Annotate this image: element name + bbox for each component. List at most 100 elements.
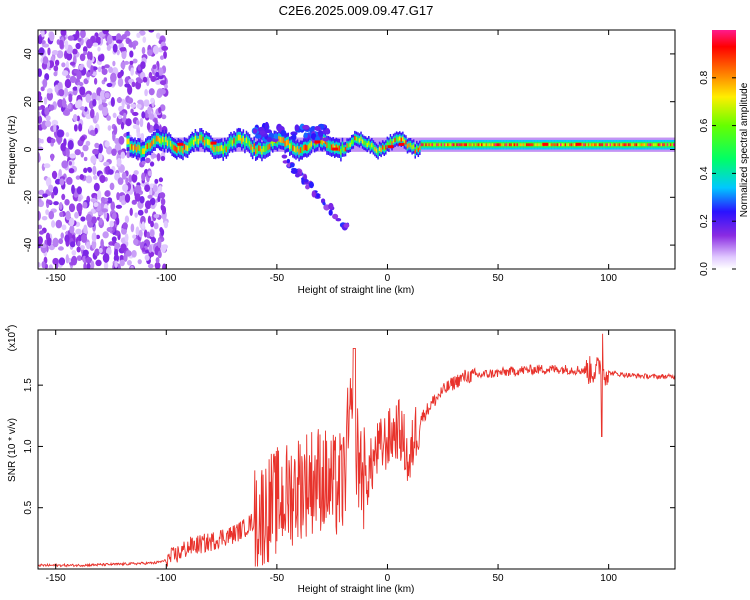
spectrogram-xtick-label: 100 <box>600 273 617 284</box>
heat-cell <box>328 209 333 216</box>
heat-cell <box>78 123 83 132</box>
heat-cell <box>91 208 96 214</box>
heat-cell <box>473 143 475 147</box>
heat-cell <box>387 145 394 149</box>
heat-cell <box>155 71 160 78</box>
heat-cell <box>112 112 117 118</box>
heat-cell <box>325 127 330 135</box>
heat-cell <box>210 141 217 145</box>
heat-cell <box>46 91 54 101</box>
heat-cell <box>479 143 482 147</box>
heat-cell <box>52 186 59 196</box>
heat-cell <box>85 256 93 264</box>
heat-cell <box>51 119 59 127</box>
heat-cell <box>155 257 160 264</box>
heat-cell <box>40 243 47 248</box>
heat-cell <box>294 124 300 132</box>
heat-cell <box>74 211 79 219</box>
heat-cell <box>371 143 373 148</box>
heat-cell <box>470 143 472 147</box>
heat-cell <box>41 215 48 221</box>
heat-cell <box>328 202 334 210</box>
heat-cell <box>614 143 616 147</box>
heat-cell <box>595 143 598 147</box>
heat-cell <box>130 265 134 269</box>
heat-cell <box>93 175 98 180</box>
heat-cell <box>111 212 117 220</box>
heat-cell <box>74 149 81 156</box>
heat-cell <box>77 99 83 108</box>
heat-cell <box>349 142 351 147</box>
heat-cell <box>587 143 590 147</box>
heat-cell <box>152 184 158 193</box>
heat-cell <box>110 201 116 211</box>
heat-cell <box>216 145 218 152</box>
spectrogram-ytick-label: 20 <box>23 96 34 108</box>
heat-cell <box>377 150 379 155</box>
heat-cell <box>423 143 426 147</box>
heat-cell <box>120 121 125 130</box>
heat-cell <box>132 58 138 64</box>
heat-cell <box>150 153 158 158</box>
heat-cell <box>265 145 268 151</box>
heat-cell <box>406 144 409 149</box>
heat-cell <box>196 138 198 144</box>
heat-cell <box>541 143 543 147</box>
heat-cell <box>68 203 76 213</box>
heat-cell <box>259 145 262 152</box>
heat-cell <box>343 222 350 229</box>
heat-cell <box>347 143 350 148</box>
heat-cell <box>597 143 599 147</box>
heat-cell <box>82 201 88 209</box>
heat-cell <box>86 71 91 78</box>
heat-cell <box>570 143 573 147</box>
heat-cell <box>174 145 177 152</box>
heat-cell <box>564 143 567 147</box>
heat-cell <box>122 184 129 192</box>
heat-cell <box>519 143 522 147</box>
figure-title: C2E6.2025.009.09.47.G17 <box>279 3 434 18</box>
heat-cell <box>280 129 287 137</box>
heat-cell <box>290 169 298 174</box>
heat-cell <box>330 144 333 151</box>
heat-cell <box>68 217 75 227</box>
heat-cell <box>451 143 454 147</box>
heat-cell <box>626 143 629 147</box>
heat-cell <box>655 143 658 147</box>
heat-cell <box>666 143 669 147</box>
heat-cell <box>101 106 109 117</box>
heat-cell <box>153 222 159 230</box>
heat-cell <box>137 209 144 216</box>
heat-cell <box>530 143 533 147</box>
heat-cell <box>474 143 477 147</box>
heat-cell <box>53 124 57 133</box>
heat-cell <box>137 79 144 84</box>
heat-cell <box>532 143 534 147</box>
heat-cell <box>386 141 389 146</box>
heat-cell <box>76 246 81 253</box>
heat-cell <box>57 246 64 251</box>
heat-cell <box>417 147 420 153</box>
heat-cell <box>490 143 492 147</box>
heat-cell <box>152 64 157 70</box>
heat-cell <box>60 30 67 37</box>
heat-cell <box>42 43 50 48</box>
heat-cell <box>57 98 64 108</box>
heat-cell <box>138 30 146 36</box>
heat-cell <box>217 146 220 152</box>
heat-cell <box>311 190 316 198</box>
heat-cell <box>484 143 486 147</box>
heat-cell <box>80 216 86 222</box>
heat-cell <box>516 143 519 147</box>
heat-cell <box>651 143 653 147</box>
heat-cell <box>286 158 291 164</box>
heat-cell <box>106 145 113 155</box>
heat-cell <box>219 145 221 152</box>
heat-cell <box>213 146 215 153</box>
heat-cell <box>80 233 88 243</box>
heat-cell <box>121 171 127 180</box>
heat-cell <box>230 138 232 145</box>
heat-cell <box>322 137 330 142</box>
heat-cell <box>141 172 146 181</box>
heat-cell <box>61 70 69 77</box>
